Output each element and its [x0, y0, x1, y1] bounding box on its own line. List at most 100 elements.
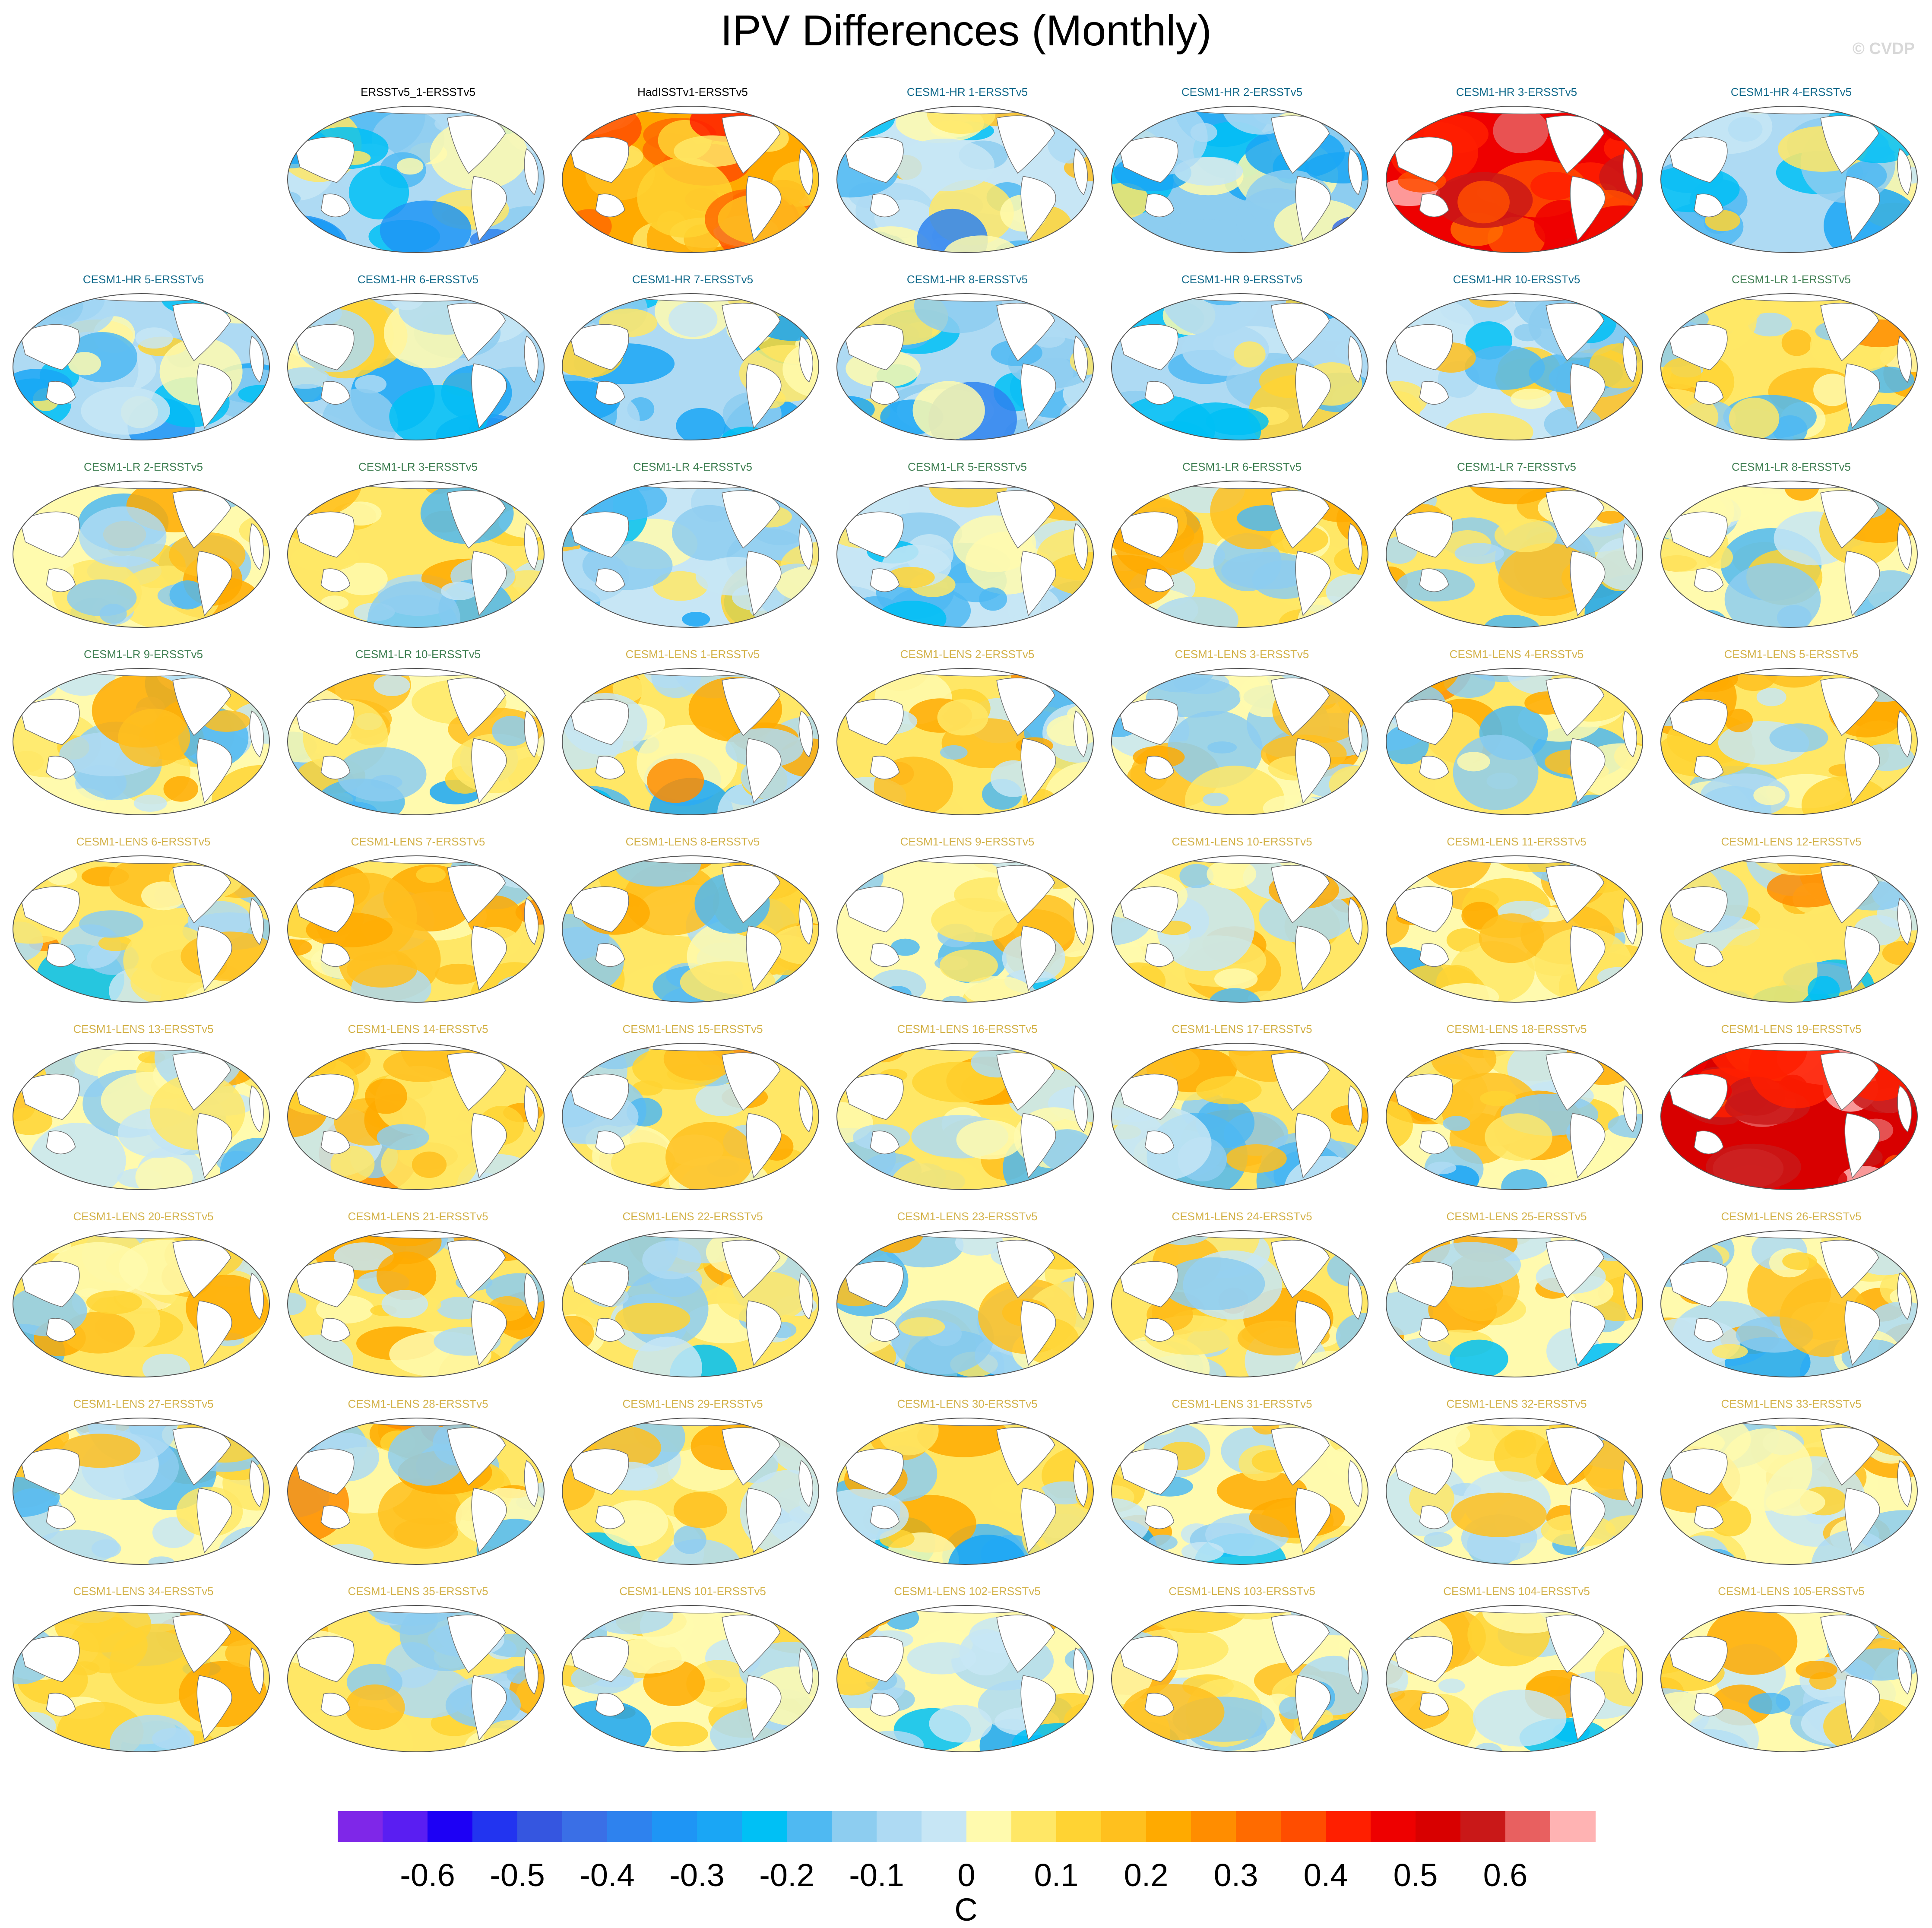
panel-title: CESM1-LENS 32-ERSSTv5 [1446, 1397, 1587, 1410]
field-blob [348, 165, 409, 220]
field-blob [1289, 1372, 1326, 1377]
colorbar-box [1191, 1811, 1236, 1842]
colorbar-tick-label: 0.3 [1213, 1857, 1258, 1893]
colorbar-tick-label: 0 [957, 1857, 976, 1893]
panel-title: CESM1-LENS 25-ERSSTv5 [1446, 1210, 1587, 1223]
land-mask [798, 1273, 814, 1320]
land-mask [746, 1113, 782, 1179]
field-blob [1418, 856, 1492, 888]
map-border [562, 855, 819, 1003]
land-mask [471, 363, 507, 429]
field-blob [1438, 1678, 1465, 1694]
field-blob [1386, 106, 1422, 125]
field-blob [1796, 1661, 1837, 1679]
field-blob [1467, 481, 1559, 505]
field-blob [296, 300, 342, 326]
field-blob [435, 963, 482, 985]
panel-title: CESM1-LENS 17-ERSSTv5 [1172, 1023, 1312, 1035]
land-mask [1020, 363, 1056, 429]
land-mask [843, 1448, 904, 1495]
field-blob [1214, 968, 1258, 990]
panel-title: ERSSTv5_1-ERSSTv5 [361, 85, 475, 98]
land-mask [1570, 1488, 1606, 1554]
field-blob [1457, 752, 1490, 772]
land-mask [569, 511, 629, 558]
field-blob [1729, 397, 1780, 440]
field-blob [1661, 1719, 1682, 1752]
land-mask [1073, 1460, 1088, 1507]
land-mask [294, 886, 355, 933]
land-mask [569, 1448, 629, 1495]
land-mask [1393, 886, 1453, 933]
map-plot [13, 1230, 270, 1377]
land-mask [1348, 1085, 1363, 1133]
land-mask [196, 363, 232, 429]
land-mask [1844, 925, 1880, 991]
land-mask [569, 136, 629, 183]
field-blob [673, 1491, 727, 1528]
field-blob [912, 381, 985, 440]
field-blob [13, 414, 26, 432]
land-mask [19, 1636, 80, 1682]
field-blob [46, 866, 77, 885]
field-blob [917, 1418, 1010, 1457]
land-mask [1295, 1488, 1331, 1554]
land-mask [249, 898, 264, 945]
field-blob [1112, 183, 1150, 219]
land-mask [1348, 1647, 1363, 1695]
field-blob [79, 506, 167, 567]
map-border [13, 293, 270, 440]
field-blob [1386, 668, 1408, 684]
field-blob [1599, 152, 1643, 202]
field-blob [68, 352, 101, 376]
field-blob [389, 385, 488, 440]
map-panel: CESM1-HR 6-ERSSTv5 [284, 273, 552, 446]
land-mask [1144, 943, 1175, 967]
field-blob [944, 235, 1019, 253]
land-mask [524, 710, 539, 758]
land-mask [471, 1300, 507, 1366]
land-mask [870, 381, 900, 405]
land-mask [1622, 1460, 1637, 1507]
field-blob [483, 1720, 535, 1752]
field-blob [686, 1660, 752, 1708]
field-blob [676, 408, 726, 440]
land-mask [746, 1675, 782, 1741]
map-plot [1386, 106, 1643, 253]
land-mask [320, 1318, 351, 1342]
field-blob [345, 1684, 405, 1730]
land-mask [1073, 898, 1088, 945]
colorbar-box [1416, 1811, 1461, 1842]
field-blob [412, 1151, 447, 1178]
field-blob [1748, 313, 1792, 337]
field-blob [1594, 1605, 1643, 1622]
panel-title: CESM1-LENS 26-ERSSTv5 [1721, 1210, 1862, 1223]
land-mask [471, 738, 507, 804]
colorbar-tick-label: -0.6 [400, 1857, 455, 1893]
field-blob [110, 1715, 194, 1752]
colorbar-box [517, 1811, 563, 1842]
land-mask [19, 886, 80, 933]
field-blob [1712, 1344, 1748, 1359]
land-mask [1144, 193, 1175, 218]
field-blob [611, 1142, 676, 1184]
land-mask [1897, 1273, 1912, 1320]
field-blob [929, 1705, 992, 1743]
field-blob [1208, 988, 1261, 1002]
field-blob [1386, 1659, 1408, 1700]
map-plot [1111, 1605, 1368, 1752]
land-mask [196, 1675, 232, 1741]
map-panel: CESM1-LR 4-ERSSTv5 [559, 460, 827, 633]
map-plot [1386, 855, 1643, 1003]
land-mask [746, 1488, 782, 1554]
land-mask [196, 925, 232, 991]
field-blob [770, 924, 819, 965]
page-title: IPV Differences (Monthly) [720, 6, 1212, 55]
land-mask [1897, 1460, 1912, 1507]
field-blob [377, 1124, 429, 1150]
map-panel: CESM1-HR 9-ERSSTv5 [1108, 273, 1376, 446]
map-plot [13, 293, 270, 440]
land-mask [843, 136, 904, 183]
map-plot [13, 1043, 270, 1190]
map-border [836, 1043, 1094, 1190]
